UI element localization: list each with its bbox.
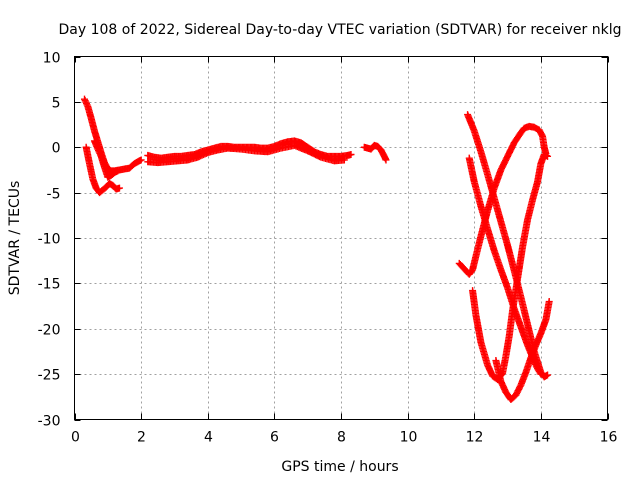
y-tick-label: 5 <box>52 96 61 112</box>
data-point <box>544 152 552 160</box>
x-tick-label: 4 <box>204 430 213 446</box>
y-tick-label: 0 <box>52 141 61 157</box>
series-early-wide <box>90 137 122 181</box>
series-day-track-lower <box>144 141 348 167</box>
data-point <box>115 184 123 192</box>
y-tick-label: -5 <box>47 187 61 203</box>
series-early-bottom <box>82 143 123 197</box>
y-tick-label: -20 <box>38 323 61 339</box>
y-tick-label: -30 <box>38 414 61 430</box>
y-tick-label: -10 <box>38 232 61 248</box>
x-tick-label: 10 <box>400 430 418 446</box>
x-tick-label: 8 <box>337 430 346 446</box>
data-point <box>137 156 145 164</box>
data-point <box>382 156 390 164</box>
series-late-evening <box>360 141 390 164</box>
data-point <box>537 370 545 378</box>
series-late-up-3 <box>492 298 553 404</box>
x-axis-label: GPS time / hours <box>281 459 398 475</box>
data-point <box>340 156 348 164</box>
data-point <box>347 151 355 159</box>
y-tick-label: 10 <box>43 51 61 67</box>
data-point <box>544 371 552 379</box>
x-tick-label: 6 <box>270 430 279 446</box>
x-tick-label: 16 <box>600 430 618 446</box>
series-late-up-1 <box>455 122 550 278</box>
plot-frame <box>74 56 608 420</box>
data-point <box>114 167 122 175</box>
y-axis-label: SDTVAR / TECUs <box>7 181 23 296</box>
y-tick-label: -25 <box>38 368 61 384</box>
data-points <box>80 95 553 404</box>
y-tick-label: -15 <box>38 277 61 293</box>
chart-title: Day 108 of 2022, Sidereal Day-to-day VTE… <box>59 22 622 38</box>
x-tick-label: 0 <box>71 430 80 446</box>
x-tick-label: 12 <box>466 430 484 446</box>
x-tick-label: 14 <box>533 430 551 446</box>
data-point <box>536 369 544 377</box>
x-tick-label: 2 <box>137 430 146 446</box>
axes: 0 2 4 6 8 10 12 14 16 -30 -25 -20 -15 -10 -5 0 5 10 <box>38 51 618 446</box>
grid <box>74 56 608 420</box>
data-point <box>545 298 553 306</box>
